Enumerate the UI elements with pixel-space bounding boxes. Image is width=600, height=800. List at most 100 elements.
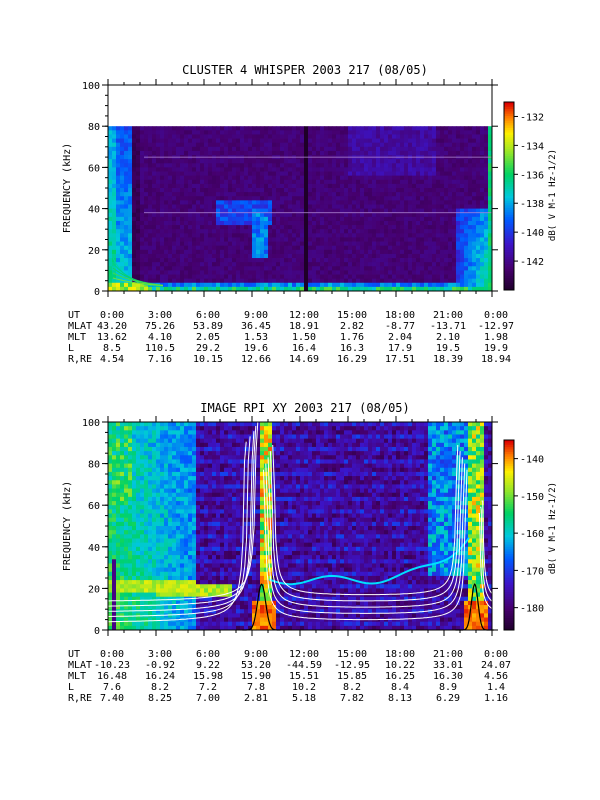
cluster-heat-cell [200,138,205,144]
image-heat-cell [164,571,169,577]
cluster-heat-cell [148,225,153,230]
cluster-heat-cell [276,274,281,280]
cluster-heat-cell [488,138,493,144]
image-heat-cell [124,542,129,548]
image-heat-cell [148,609,153,614]
cluster-heat-cell [212,204,217,209]
cluster-heat-cell [244,241,249,247]
cluster-ephemeris-cell: 0:00 [484,310,508,321]
cluster-heat-cell [452,183,457,189]
cluster-heat-cell [144,171,149,177]
cluster-heat-cell [468,192,473,197]
cluster-heat-cell [168,258,173,263]
cluster-heat-cell [372,208,377,214]
image-heat-cell [160,480,165,485]
image-heat-cell [168,513,173,519]
image-heat-cell [120,451,125,456]
cluster-heat-cell [124,134,129,139]
cluster-heat-cell [268,204,273,209]
cluster-heat-cell [248,241,253,247]
cluster-heat-cell [200,171,205,177]
cluster-heat-cell [244,212,249,218]
cluster-heat-cell [212,188,217,193]
cluster-heat-cell [312,278,317,284]
cluster-heat-cell [108,138,113,144]
cluster-heat-cell [340,192,345,197]
cluster-heat-cell [488,130,493,135]
cluster-heat-cell [416,126,421,131]
image-heat-cell [168,550,173,556]
image-heat-cell [128,571,133,577]
image-heat-cell [136,550,141,556]
cluster-heat-cell [332,249,337,255]
cluster-heat-cell [220,262,225,267]
cluster-heat-cell [108,241,113,247]
image-heat-cell [120,613,125,618]
cluster-heat-cell [244,204,249,209]
cluster-heat-cell [304,163,309,168]
image-heat-cell [116,505,121,510]
cluster-heat-cell [472,163,477,168]
cluster-heat-cell [332,192,337,197]
cluster-heat-cell [456,208,461,214]
cluster-heat-cell [352,212,357,218]
image-heat-cell [172,422,177,427]
cluster-heat-cell [384,262,389,267]
cluster-heat-cell [440,253,445,259]
cluster-heat-cell [176,200,181,205]
cluster-heat-cell [240,196,245,201]
cluster-heat-cell [272,216,277,222]
cluster-heat-cell [108,282,113,288]
image-heat-cell [112,451,117,456]
cluster-heat-cell [184,286,189,292]
cluster-heat-cell [108,229,113,234]
image-heat-cell [140,455,145,460]
cluster-heat-cell [236,216,241,222]
cluster-heat-cell [460,175,465,181]
image-heat-cell [108,521,113,527]
cluster-heat-cell [348,142,353,148]
cluster-colorbar-frame [503,101,515,291]
cluster-heat-cell [320,241,325,247]
cluster-heat-cell [448,159,453,164]
cluster-heat-cell [112,270,117,275]
cluster-heat-cell [484,253,489,259]
cluster-heat-cell [264,126,269,131]
image-heat-cell [128,484,133,489]
cluster-heat-cell [128,225,133,230]
cluster-heat-cell [292,278,297,284]
cluster-heat-cell [276,212,281,218]
cluster-heat-cell [164,130,169,135]
cluster-heat-cell [240,262,245,267]
cluster-heat-cell [168,134,173,139]
cluster-ephemeris-cell: -8.77 [385,321,415,332]
cluster-heat-cell [484,188,489,193]
cluster-heat-cell [372,200,377,205]
image-heat-cell [160,459,165,464]
cluster-heat-cell [172,241,177,247]
cluster-heat-cell [228,237,233,242]
cluster-heat-cell [200,286,205,292]
cluster-heat-cell [484,208,489,214]
cluster-heat-cell [124,155,129,160]
cluster-heat-cell [132,200,137,205]
cluster-heat-cell [172,188,177,193]
image-heat-cell [136,471,141,477]
cluster-heat-cell [248,253,253,259]
image-heat-cell [128,563,133,568]
cluster-heat-cell [264,282,269,288]
cluster-heat-cell [440,204,445,209]
cluster-heat-cell [296,258,301,263]
cluster-heat-cell [140,266,145,271]
cluster-heat-cell [200,262,205,267]
cluster-heat-cell [132,183,137,189]
cluster-heat-cell [456,134,461,139]
cluster-ephemeris-cell: 0:00 [100,310,124,321]
cluster-heat-cell [176,146,181,152]
cluster-heat-cell [468,212,473,218]
cluster-heat-cell [456,266,461,271]
cluster-heat-cell [140,270,145,275]
cluster-heat-cell [216,126,221,131]
cluster-heat-cell [144,212,149,218]
cluster-heat-cell [132,270,137,275]
